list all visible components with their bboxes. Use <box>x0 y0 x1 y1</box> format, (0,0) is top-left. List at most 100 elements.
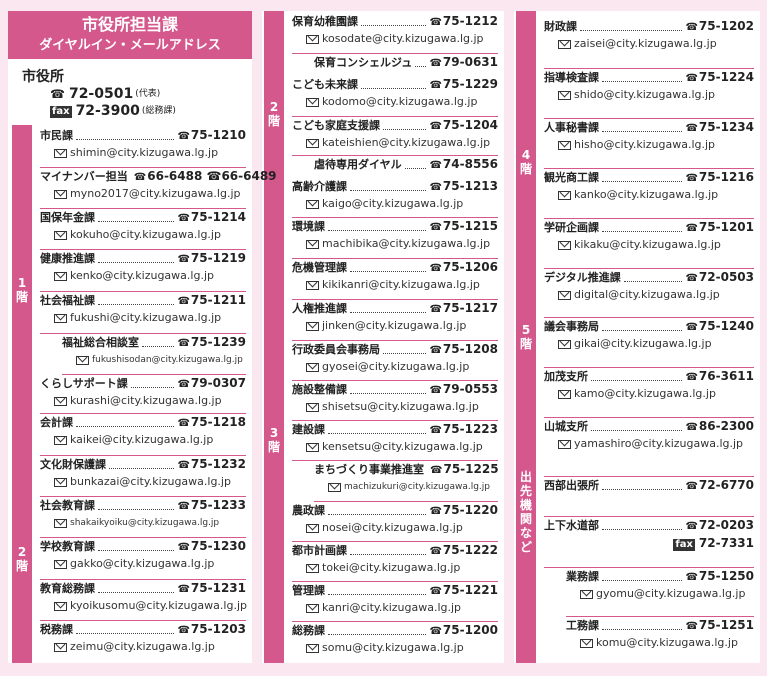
phone-number[interactable]: ☎75-1212 <box>429 14 498 28</box>
leader-dots <box>142 345 175 347</box>
phone-number[interactable]: ☎72-0203 <box>685 518 754 532</box>
email-address[interactable]: kenko@city.kizugawa.lg.jp <box>70 269 214 282</box>
phone-icon: ☎ <box>429 222 442 233</box>
phone-number[interactable]: ☎72-6770 <box>685 478 754 492</box>
email-address[interactable]: gyosei@city.kizugawa.lg.jp <box>322 360 470 373</box>
department-name: 保育コンシェルジュ <box>314 56 413 69</box>
email-address[interactable]: kodomo@city.kizugawa.lg.jp <box>322 95 478 108</box>
phone-number[interactable]: ☎75-1219 <box>177 251 246 265</box>
email-address[interactable]: fukushisodan@city.kizugawa.lg.jp <box>92 355 243 365</box>
email-address[interactable]: zaisei@city.kizugawa.lg.jp <box>574 37 717 50</box>
phone-icon: ☎ <box>429 121 442 132</box>
leader-dots <box>98 508 175 510</box>
phone-number[interactable]: ☎75-1215 <box>429 219 498 233</box>
phone-number[interactable]: ☎75-1223 <box>429 422 498 436</box>
email-address[interactable]: komu@city.kizugawa.lg.jp <box>596 636 738 649</box>
phone-number[interactable]: ☎75-1211 <box>177 293 246 307</box>
email-address[interactable]: kikaku@city.kizugawa.lg.jp <box>574 238 721 251</box>
phone-number[interactable]: ☎79-0307 <box>177 376 246 390</box>
phone-number[interactable]: ☎75-1206 <box>429 260 498 274</box>
email-address[interactable]: kamo@city.kizugawa.lg.jp <box>574 387 716 400</box>
phone-number[interactable]: ☎75-1214 <box>177 210 246 224</box>
phone-number[interactable]: ☎74-8556 <box>429 157 498 171</box>
phone-number[interactable]: ☎75-1202 <box>685 19 754 33</box>
email-address[interactable]: gakko@city.kizugawa.lg.jp <box>70 557 215 570</box>
email-address[interactable]: somu@city.kizugawa.lg.jp <box>322 641 464 654</box>
phone-number[interactable]: ☎75-1213 <box>429 179 498 193</box>
email-address[interactable]: kanko@city.kizugawa.lg.jp <box>574 188 719 201</box>
phone-number[interactable]: ☎75-1222 <box>429 543 498 557</box>
phone-number[interactable]: ☎75-1221 <box>429 583 498 597</box>
phone-number[interactable]: ☎72-0503 <box>685 270 754 284</box>
phone-number[interactable]: ☎75-1232 <box>177 457 246 471</box>
phone-number[interactable]: ☎75-1216 <box>685 170 754 184</box>
mail-icon <box>306 603 319 613</box>
mail-icon <box>54 642 67 652</box>
email-address[interactable]: kensetsu@city.kizugawa.lg.jp <box>322 440 483 453</box>
phone-number[interactable]: ☎66-6488 ☎66-6489 <box>133 169 277 183</box>
phone-number[interactable]: ☎75-1217 <box>429 301 498 315</box>
page-title: 市役所担当課 <box>81 15 178 34</box>
phone-number[interactable]: ☎75-1218 <box>177 415 246 429</box>
mail-icon <box>558 339 571 349</box>
email-address[interactable]: nosei@city.kizugawa.lg.jp <box>322 521 463 534</box>
phone-number[interactable]: ☎75-1251 <box>685 618 754 632</box>
email-address[interactable]: gyomu@city.kizugawa.lg.jp <box>596 587 746 600</box>
phone-number[interactable]: ☎75-1200 <box>429 623 498 637</box>
email-address[interactable]: jinken@city.kizugawa.lg.jp <box>322 319 467 332</box>
email-address[interactable]: myno2017@city.kizugawa.lg.jp <box>70 187 241 200</box>
email-address[interactable]: digital@city.kizugawa.lg.jp <box>574 288 720 301</box>
phone-number[interactable]: ☎75-1229 <box>429 77 498 91</box>
email-address[interactable]: zeimu@city.kizugawa.lg.jp <box>70 640 215 653</box>
leader-dots <box>602 130 683 132</box>
email-address[interactable]: kikikanri@city.kizugawa.lg.jp <box>322 278 480 291</box>
email-address[interactable]: yamashiro@city.kizugawa.lg.jp <box>574 437 744 450</box>
email-address[interactable]: kurashi@city.kizugawa.lg.jp <box>70 394 222 407</box>
email-address[interactable]: shakaikyoiku@city.kizugawa.lg.jp <box>70 518 220 528</box>
phone-number[interactable]: ☎75-1224 <box>685 70 754 84</box>
phone-number[interactable]: ☎75-1231 <box>177 581 246 595</box>
email-address[interactable]: kosodate@city.kizugawa.lg.jp <box>322 32 484 45</box>
phone-number[interactable]: ☎75-1208 <box>429 342 498 356</box>
email-address[interactable]: shimin@city.kizugawa.lg.jp <box>70 146 219 159</box>
email-address[interactable]: kyoikusomu@city.kizugawa.lg.jp <box>70 599 247 612</box>
phone-icon: ☎ <box>429 182 442 193</box>
email-address[interactable]: kateishien@city.kizugawa.lg.jp <box>322 136 491 149</box>
phone-number[interactable]: ☎75-1225 <box>430 462 499 476</box>
email-address[interactable]: kaigo@city.kizugawa.lg.jp <box>322 197 464 210</box>
email-address[interactable]: fukushi@city.kizugawa.lg.jp <box>70 311 222 324</box>
email-address[interactable]: gikai@city.kizugawa.lg.jp <box>574 337 712 350</box>
phone-number[interactable]: ☎75-1233 <box>177 498 246 512</box>
phone-number[interactable]: ☎86-2300 <box>685 419 754 433</box>
phone-number[interactable]: ☎75-1204 <box>429 118 498 132</box>
phone-number[interactable]: ☎75-1201 <box>685 220 754 234</box>
directory-entry: 高齢介護課 ☎75-1213 kaigo@city.kizugawa.lg.jp <box>292 178 498 218</box>
phone-number[interactable]: ☎75-1234 <box>685 120 754 134</box>
email-address[interactable]: bunkazai@city.kizugawa.lg.jp <box>70 475 231 488</box>
email-address[interactable]: tokei@city.kizugawa.lg.jp <box>322 561 461 574</box>
email-address[interactable]: machibika@city.kizugawa.lg.jp <box>322 237 491 250</box>
phone-icon: ☎ <box>429 17 442 28</box>
leader-dots <box>591 379 683 381</box>
phone-number[interactable]: ☎75-1240 <box>685 319 754 333</box>
phone-icon: ☎ <box>177 418 190 429</box>
phone-number[interactable]: ☎75-1210 <box>177 128 246 142</box>
email-address[interactable]: kanri@city.kizugawa.lg.jp <box>322 601 462 614</box>
floor-label-3: 3階 <box>264 216 284 663</box>
phone-number[interactable]: ☎75-1239 <box>177 335 246 349</box>
phone-number[interactable]: ☎75-1203 <box>177 622 246 636</box>
phone-number[interactable]: ☎79-0553 <box>429 382 498 396</box>
email-address[interactable]: shido@city.kizugawa.lg.jp <box>574 88 716 101</box>
email-address[interactable]: hisho@city.kizugawa.lg.jp <box>574 138 716 151</box>
email-address[interactable]: machizukuri@city.kizugawa.lg.jp <box>344 482 490 492</box>
email-address[interactable]: kokuho@city.kizugawa.lg.jp <box>70 228 221 241</box>
email-address[interactable]: kaikei@city.kizugawa.lg.jp <box>70 433 214 446</box>
email-address[interactable]: shisetsu@city.kizugawa.lg.jp <box>322 400 479 413</box>
department-name: 建設課 <box>292 423 325 436</box>
phone-number[interactable]: ☎75-1230 <box>177 539 246 553</box>
directory-entry: 工務課 ☎75-1251 komu@city.kizugawa.lg.jp <box>566 617 754 663</box>
phone-number[interactable]: ☎79-0631 <box>429 55 498 69</box>
phone-number[interactable]: ☎75-1250 <box>685 569 754 583</box>
phone-number[interactable]: ☎76-3611 <box>685 369 754 383</box>
phone-number[interactable]: ☎75-1220 <box>429 503 498 517</box>
